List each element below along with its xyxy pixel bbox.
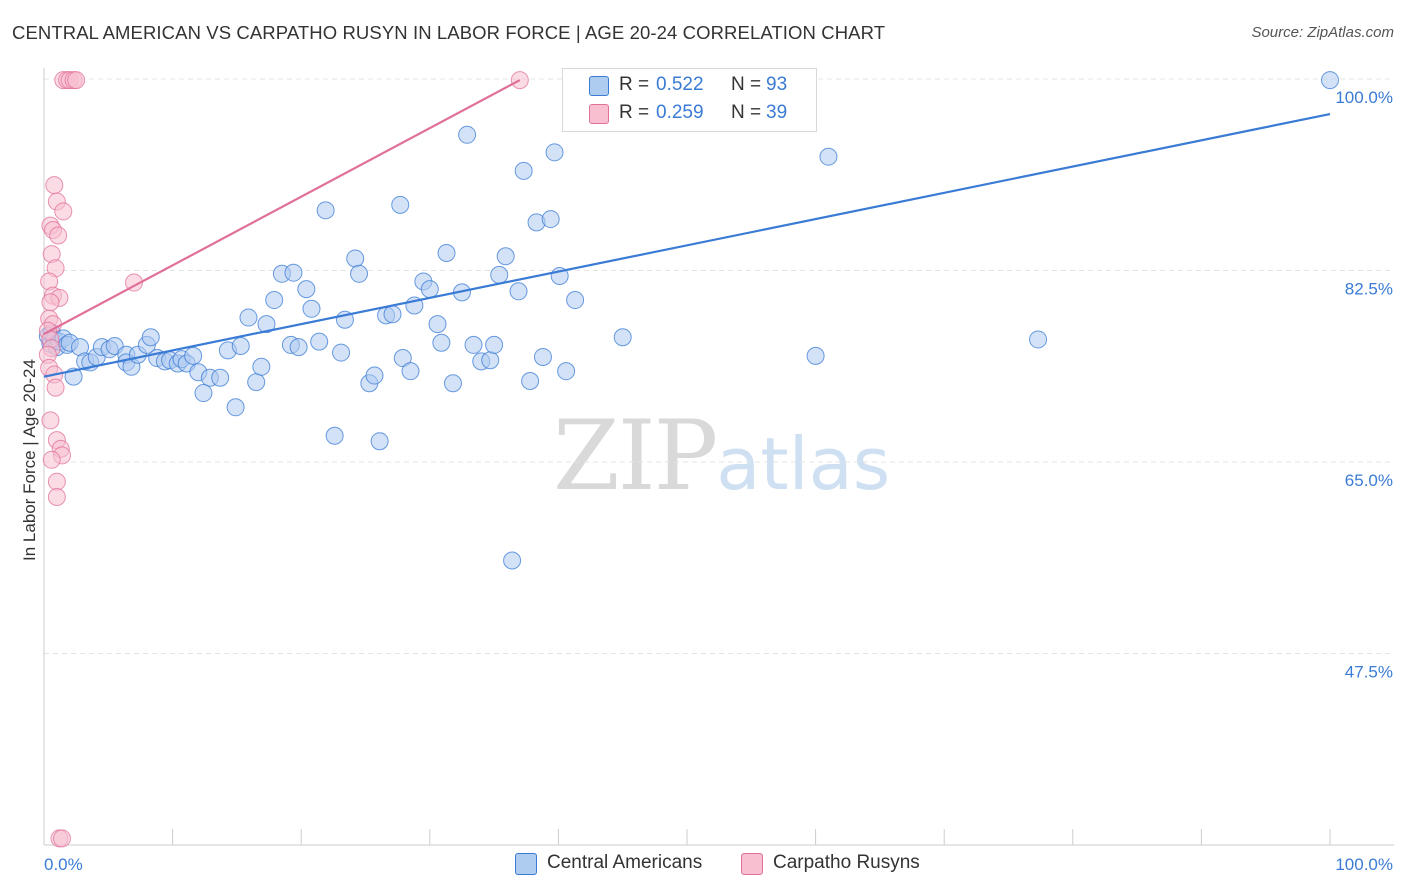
point-central-americans: [443, 374, 462, 393]
point-central-americans: [325, 426, 344, 445]
point-central-americans: [257, 315, 276, 334]
point-central-americans: [557, 362, 576, 381]
y-tick-label: 47.5%: [1345, 663, 1393, 682]
point-carpatho-rusyns: [42, 450, 61, 469]
point-central-americans: [458, 125, 477, 144]
point-central-americans: [545, 143, 564, 162]
point-central-americans: [437, 243, 456, 262]
y-tick-label: 65.0%: [1345, 471, 1393, 490]
x-tick-label: 100.0%: [1335, 855, 1393, 874]
y-tick-label: 100.0%: [1335, 88, 1393, 107]
point-central-americans: [533, 347, 552, 366]
point-central-americans: [141, 328, 160, 347]
legend-row-carpatho-rusyns: R = 0.259 N = 39: [563, 100, 816, 128]
legend-r-value: 0.259: [656, 102, 704, 123]
point-carpatho-rusyns: [41, 411, 60, 430]
point-central-americans: [420, 280, 439, 299]
point-central-americans: [350, 264, 369, 283]
point-central-americans: [503, 551, 522, 570]
point-central-americans: [239, 308, 258, 327]
point-central-americans: [432, 333, 451, 352]
point-central-americans: [302, 299, 321, 318]
point-central-americans: [521, 372, 540, 391]
legend-swatch-central-americans: [589, 76, 609, 96]
point-central-americans: [485, 335, 504, 354]
point-carpatho-rusyns: [45, 176, 64, 195]
point-carpatho-rusyns: [54, 202, 73, 221]
trendline-central-americans: [43, 112, 1331, 378]
point-central-americans: [310, 332, 329, 351]
bottom-legend-swatch-central-americans: [515, 853, 537, 875]
point-central-americans: [566, 291, 585, 310]
point-carpatho-rusyns: [47, 472, 66, 491]
point-central-americans: [370, 432, 389, 451]
point-central-americans: [428, 315, 447, 334]
point-central-americans: [194, 384, 213, 403]
stats-legend: R = 0.522 N = 93 R = 0.259 N = 39: [562, 68, 817, 132]
point-central-americans: [541, 210, 560, 229]
point-central-americans: [226, 398, 245, 417]
trendline-carpatho-rusyns: [43, 79, 521, 335]
point-carpatho-rusyns: [67, 71, 86, 90]
point-central-americans: [332, 343, 351, 362]
point-central-americans: [284, 263, 303, 282]
bottom-legend-swatch-carpatho-rusyns: [741, 853, 763, 875]
point-carpatho-rusyns: [41, 293, 60, 312]
point-carpatho-rusyns: [53, 829, 72, 848]
point-central-americans: [464, 335, 483, 354]
point-central-americans: [819, 147, 838, 166]
bottom-legend-label: Central Americans: [547, 852, 703, 873]
point-central-americans: [481, 351, 500, 370]
watermark: ZIPatlas: [553, 400, 890, 512]
point-central-americans: [297, 280, 316, 299]
point-central-americans: [613, 328, 632, 347]
point-central-americans: [514, 161, 533, 180]
watermark-zip: ZIP: [553, 400, 718, 512]
point-central-americans: [509, 282, 528, 301]
legend-swatch-carpatho-rusyns: [589, 104, 609, 124]
point-central-americans: [1029, 330, 1048, 349]
legend-n-label: N =: [731, 102, 762, 123]
point-carpatho-rusyns: [46, 378, 65, 397]
legend-r-label: R =: [619, 102, 650, 123]
legend-n-value: 93: [766, 74, 788, 95]
legend-n-label: N =: [731, 74, 762, 95]
point-carpatho-rusyns: [47, 488, 66, 507]
point-central-americans: [496, 247, 515, 266]
point-central-americans: [211, 368, 230, 387]
point-central-americans: [391, 195, 410, 214]
point-central-americans: [252, 357, 271, 376]
point-central-americans: [490, 265, 509, 284]
watermark-atlas: atlas: [716, 422, 891, 506]
point-central-americans: [265, 291, 284, 310]
point-central-americans: [1321, 71, 1339, 90]
legend-row-central-americans: R = 0.522 N = 93: [563, 72, 816, 100]
y-tick-label: 82.5%: [1345, 280, 1393, 299]
point-central-americans: [383, 305, 402, 324]
source-label: Source: ZipAtlas.com: [1251, 24, 1394, 41]
legend-n-value: 39: [766, 102, 788, 123]
chart-title: CENTRAL AMERICAN VS CARPATHO RUSYN IN LA…: [12, 22, 886, 43]
point-central-americans: [806, 346, 825, 365]
legend-r-label: R =: [619, 74, 650, 95]
bottom-legend-label: Carpatho Rusyns: [773, 852, 920, 873]
point-central-americans: [289, 338, 308, 357]
point-central-americans: [316, 201, 335, 220]
point-central-americans: [346, 249, 365, 268]
point-central-americans: [247, 373, 266, 392]
point-central-americans: [184, 346, 203, 365]
point-carpatho-rusyns: [49, 226, 68, 245]
point-central-americans: [401, 362, 420, 381]
legend-r-value: 0.522: [656, 74, 704, 95]
point-central-americans: [365, 366, 384, 385]
x-tick-label: 0.0%: [44, 855, 83, 874]
point-central-americans: [231, 337, 250, 356]
